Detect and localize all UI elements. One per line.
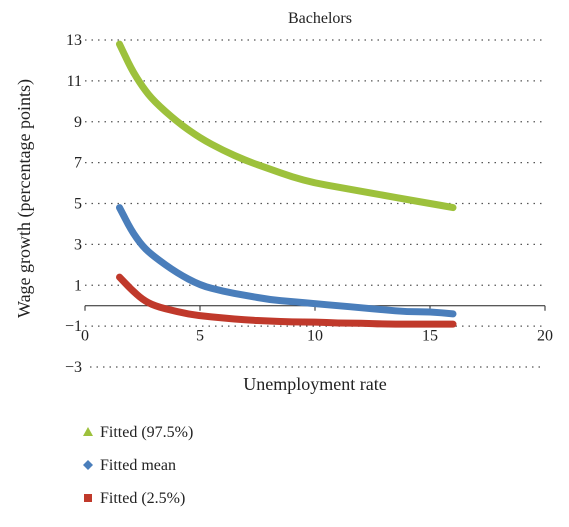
legend-label: Fitted (97.5%) [100, 424, 193, 441]
y-tick-label: 13 [66, 32, 82, 49]
y-tick-label: 3 [74, 236, 82, 253]
x-tick-label: 0 [81, 328, 89, 345]
grid [85, 39, 545, 368]
y-tick-label: 9 [74, 114, 82, 131]
y-tick-label: 11 [67, 73, 82, 90]
series-line [116, 40, 457, 212]
y-tick-label: 5 [74, 196, 82, 213]
x-tick-label: 15 [422, 328, 438, 345]
y-tick-label: 1 [74, 277, 82, 294]
legend-marker [84, 494, 92, 502]
y-tick-label: −3 [65, 359, 82, 376]
legend-marker [83, 427, 93, 436]
series-line [116, 273, 457, 328]
legend-marker [83, 460, 93, 470]
legend: Fitted (97.5%) Fitted mean Fitted (2.5%) [83, 424, 193, 507]
chart-title: Bachelors [288, 10, 352, 27]
legend-label: Fitted (2.5%) [100, 490, 185, 507]
x-tick-label: 10 [307, 328, 323, 345]
x-tick-label: 5 [196, 328, 204, 345]
series-line [116, 204, 457, 318]
y-tick-label: 7 [74, 155, 82, 172]
x-tick-label: 20 [537, 328, 553, 345]
x-axis-title: Unemployment rate [243, 374, 386, 394]
y-axis-title: Wage growth (percentage points) [14, 79, 35, 318]
y-tick-label: −1 [65, 318, 82, 335]
legend-label: Fitted mean [100, 457, 176, 474]
series-lines [116, 40, 457, 328]
